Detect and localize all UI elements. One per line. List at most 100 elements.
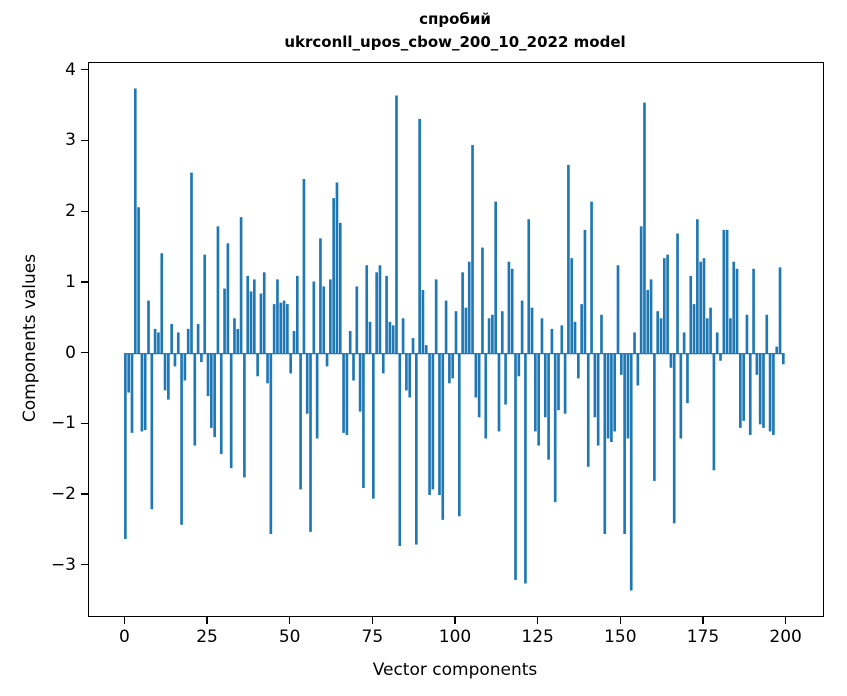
bar xyxy=(239,217,243,354)
bar xyxy=(662,258,666,354)
bar xyxy=(388,321,392,354)
bar xyxy=(467,261,471,354)
bar xyxy=(573,321,577,354)
bar xyxy=(457,353,461,517)
bar xyxy=(699,261,702,354)
x-tick-mark xyxy=(454,617,456,624)
bar xyxy=(504,353,507,405)
bar xyxy=(203,254,207,354)
x-tick-mark xyxy=(536,617,539,624)
bar xyxy=(193,353,197,446)
y-tick-mark xyxy=(81,281,88,283)
bar xyxy=(342,353,345,433)
bar xyxy=(372,353,375,499)
y-tick-label: 2 xyxy=(65,201,76,222)
bar xyxy=(722,229,726,354)
bar xyxy=(448,353,451,384)
bar xyxy=(735,268,739,354)
bar xyxy=(200,353,203,363)
bar xyxy=(537,353,540,446)
bar xyxy=(282,300,286,354)
bar xyxy=(765,314,769,354)
bar xyxy=(352,353,355,381)
bar xyxy=(173,353,177,367)
bar xyxy=(524,353,527,584)
bar xyxy=(289,353,293,374)
bar xyxy=(266,353,269,384)
bar xyxy=(259,293,263,354)
bar xyxy=(176,332,180,354)
bar xyxy=(262,272,266,354)
bar xyxy=(626,353,630,439)
bar xyxy=(540,318,544,354)
bar xyxy=(702,258,706,354)
bar xyxy=(295,275,299,354)
bar xyxy=(305,353,309,414)
bar xyxy=(322,286,326,354)
bar xyxy=(739,353,742,428)
bar xyxy=(768,353,772,432)
x-tick-label: 0 xyxy=(118,627,130,647)
bar xyxy=(676,233,679,354)
x-tick-label: 50 xyxy=(278,627,301,647)
bar xyxy=(315,353,319,439)
bar xyxy=(415,353,418,545)
bar xyxy=(160,253,164,354)
bar xyxy=(583,229,587,354)
bar xyxy=(755,353,759,375)
bar xyxy=(124,353,127,539)
bar xyxy=(500,311,504,354)
bar xyxy=(143,353,147,431)
bar xyxy=(484,353,488,439)
bar xyxy=(712,353,716,471)
bar xyxy=(517,353,521,377)
bar xyxy=(368,321,372,354)
bar xyxy=(782,353,785,365)
bar xyxy=(752,268,755,354)
bar xyxy=(385,275,388,354)
y-tick-label: −3 xyxy=(50,554,76,575)
bar xyxy=(279,302,283,354)
x-tick-label: 150 xyxy=(604,627,637,647)
bar xyxy=(742,353,745,421)
bar xyxy=(464,307,468,354)
bar xyxy=(653,353,656,481)
bar xyxy=(530,307,534,354)
bar xyxy=(560,325,564,354)
bar xyxy=(623,353,626,534)
bar xyxy=(226,243,230,354)
bar xyxy=(229,353,233,469)
bar xyxy=(338,222,342,354)
bar xyxy=(153,328,157,354)
bar xyxy=(405,353,408,391)
bar xyxy=(292,331,296,354)
x-tick-mark xyxy=(702,617,704,624)
y-tick-mark xyxy=(81,493,88,495)
x-tick-mark xyxy=(619,617,621,624)
bar xyxy=(286,304,289,354)
y-tick-label: 3 xyxy=(65,130,76,151)
bar xyxy=(329,279,332,354)
bar xyxy=(593,353,597,418)
bar xyxy=(438,353,441,496)
bar xyxy=(586,353,590,467)
bar xyxy=(210,353,213,428)
bar xyxy=(481,247,484,354)
bar xyxy=(494,201,497,354)
bar xyxy=(613,353,617,432)
bar xyxy=(527,219,531,354)
x-tick-mark xyxy=(123,617,126,624)
bar xyxy=(732,261,736,354)
y-tick-mark xyxy=(81,139,88,142)
bar xyxy=(272,304,276,354)
chart-title-line2: ukrconll_upos_cbow_200_10_2022 model xyxy=(284,33,626,51)
bar xyxy=(252,279,256,354)
bar xyxy=(249,291,253,354)
x-tick-label: 100 xyxy=(438,627,472,647)
bar xyxy=(610,353,613,443)
y-tick-label: 0 xyxy=(65,342,76,363)
bar xyxy=(762,353,765,428)
bar xyxy=(471,145,474,354)
bar xyxy=(616,265,620,354)
bar xyxy=(441,353,445,520)
